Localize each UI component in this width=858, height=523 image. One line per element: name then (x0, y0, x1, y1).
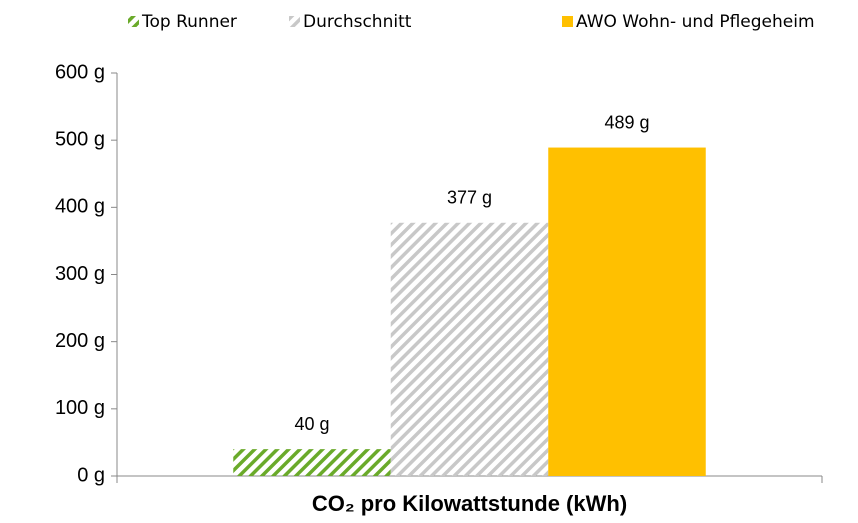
legend-label: Durchschnitt (303, 12, 412, 32)
bar (548, 147, 706, 476)
legend-label: Top Runner (141, 12, 237, 32)
y-tick-label: 600 g (55, 61, 105, 83)
data-label: 489 g (604, 112, 649, 132)
legend-swatch (562, 16, 573, 27)
data-label: 40 g (294, 414, 329, 434)
bar (233, 449, 391, 476)
x-tick-label: CO₂ pro Kilowattstunde (kWh) (312, 491, 627, 516)
legend-swatch (289, 16, 300, 27)
y-tick-label: 0 g (77, 464, 105, 486)
legend-swatch (128, 16, 139, 27)
y-tick-label: 100 g (55, 397, 105, 419)
y-tick-label: 500 g (55, 128, 105, 150)
y-tick-label: 200 g (55, 330, 105, 352)
data-label: 377 g (447, 188, 492, 208)
y-tick-label: 300 g (55, 263, 105, 285)
bar (390, 222, 549, 476)
legend-label: AWO Wohn- und Pflegeheim (576, 12, 815, 32)
y-tick-label: 400 g (55, 196, 105, 218)
